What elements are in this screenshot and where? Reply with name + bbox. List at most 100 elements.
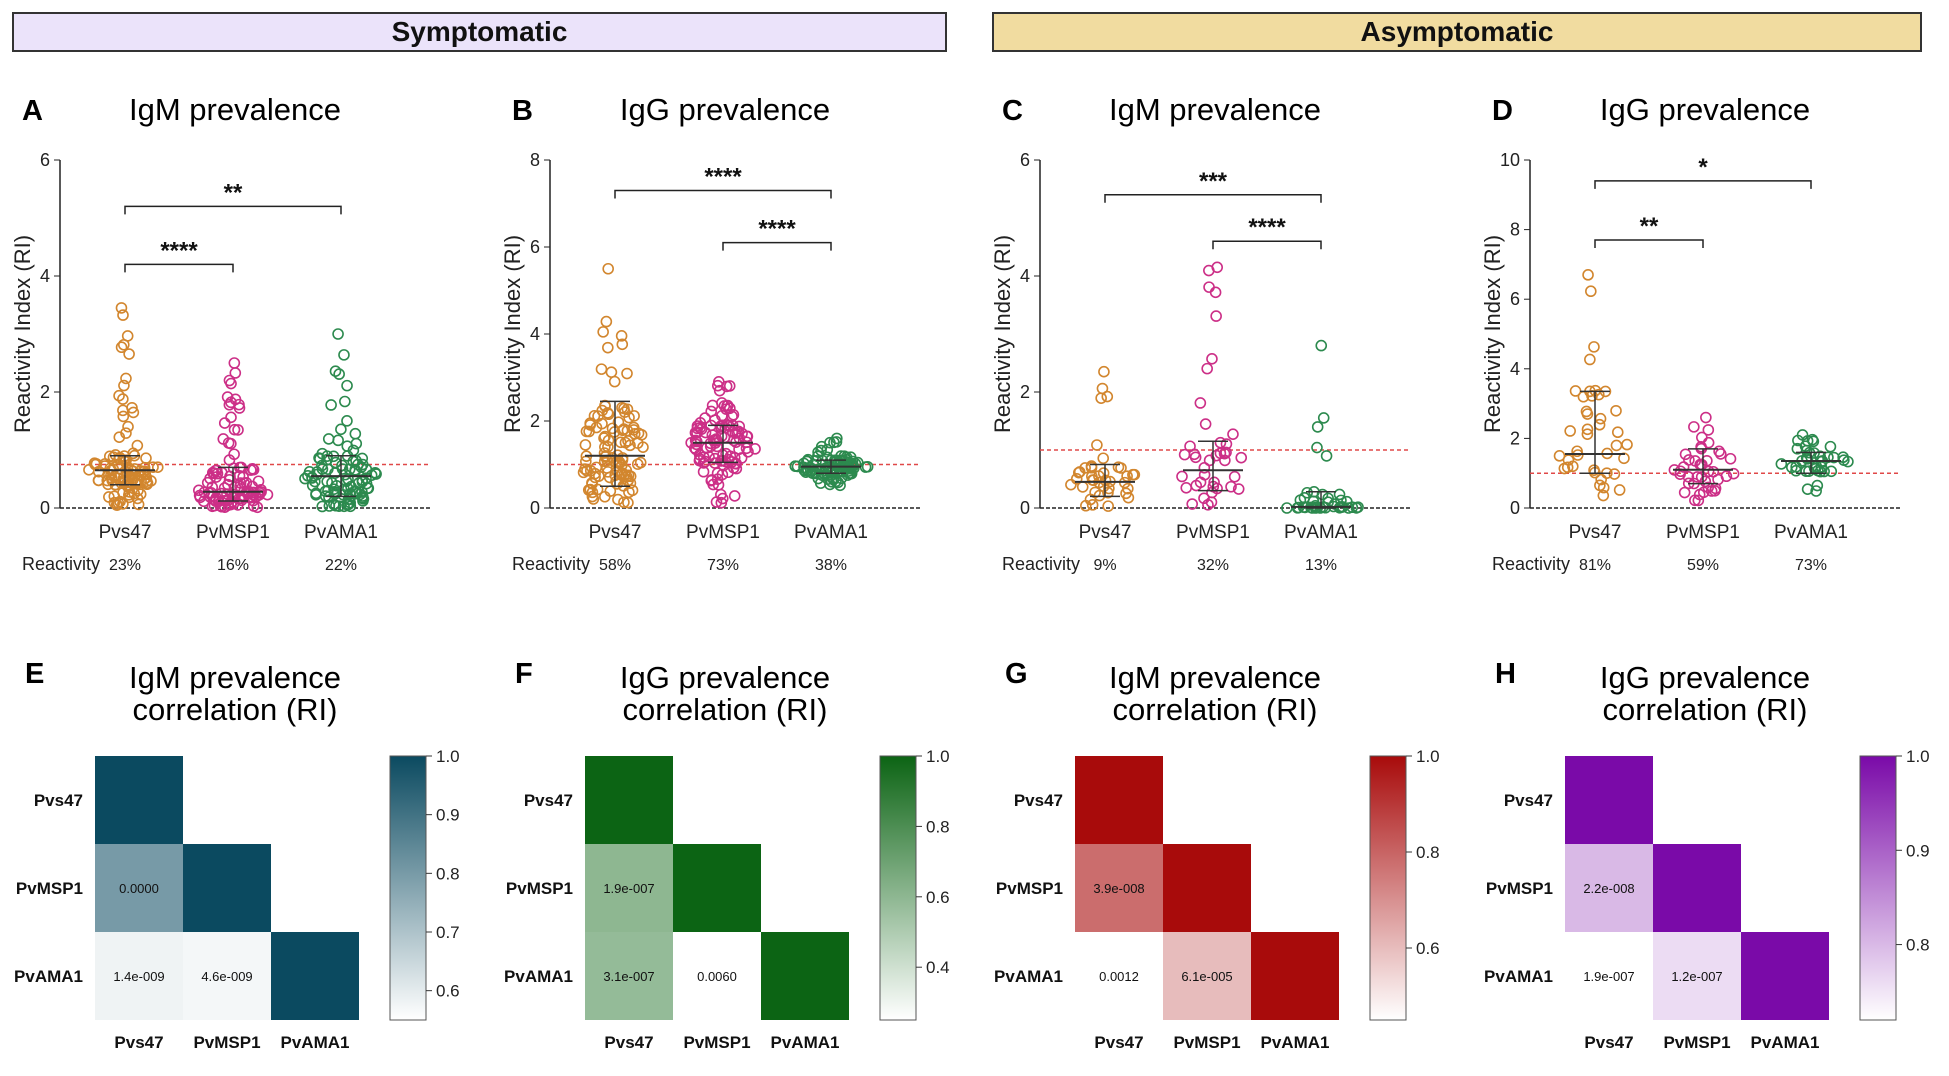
data-point: [1232, 483, 1245, 495]
data-point: [1291, 502, 1304, 514]
data-point: [341, 415, 353, 427]
data-point: [602, 408, 615, 421]
reactivity-value: 73%: [707, 557, 739, 574]
data-point: [120, 372, 132, 385]
colorbar-tick-label: 0.9: [1906, 841, 1930, 860]
x-tick-label: PvMSP1: [1666, 522, 1740, 543]
data-point: [344, 493, 356, 506]
data-point: [299, 472, 311, 485]
data-point: [1814, 465, 1827, 478]
data-point: [1800, 444, 1813, 457]
p-value-label: 0.0000: [119, 881, 159, 896]
significance-stars: ****: [704, 163, 742, 190]
p-value-label: 3.9e-008: [1093, 881, 1144, 896]
data-point: [1621, 438, 1633, 451]
data-point: [1702, 481, 1715, 494]
data-point: [118, 338, 130, 351]
y-tick-label: 6: [40, 150, 50, 170]
data-point: [1190, 479, 1203, 492]
panel-subtitle: correlation (RI): [1113, 692, 1318, 727]
reactivity-value: 23%: [109, 557, 141, 574]
data-point: [621, 424, 634, 437]
data-point: [1585, 285, 1597, 298]
data-point: [341, 440, 354, 452]
data-point: [1720, 470, 1733, 483]
data-point: [1613, 484, 1626, 496]
heatmap-cell: [1741, 932, 1829, 1020]
data-point: [112, 497, 125, 509]
data-point: [597, 326, 609, 338]
data-point: [1317, 412, 1330, 424]
data-point: [616, 401, 628, 414]
data-point: [1692, 494, 1705, 507]
data-point: [357, 495, 369, 507]
colorbar: [1369, 755, 1407, 1021]
data-point: [637, 441, 649, 453]
reactivity-value: 16%: [217, 557, 249, 574]
data-point: [1699, 475, 1712, 488]
panel-title: IgM prevalence: [1109, 660, 1321, 695]
data-point: [127, 406, 140, 419]
data-point: [1091, 439, 1103, 451]
data-point: [1595, 473, 1607, 486]
y-tick-label: 8: [530, 150, 540, 170]
data-point: [1707, 465, 1720, 478]
colorbar-tick-label: 1.0: [1906, 747, 1930, 766]
y-tick-label: 8: [1510, 220, 1520, 240]
colorbar-tick-label: 1.0: [1416, 747, 1440, 766]
data-point: [222, 437, 235, 449]
data-point: [1176, 470, 1188, 483]
data-point: [1198, 461, 1211, 474]
data-point: [336, 463, 349, 475]
p-value-label: 0.0012: [1099, 969, 1139, 984]
data-point: [203, 487, 215, 500]
reactivity-value: 9%: [1093, 557, 1116, 574]
data-point: [619, 436, 632, 449]
data-point: [730, 462, 743, 475]
data-point: [835, 450, 847, 462]
data-point: [117, 498, 129, 510]
data-point: [117, 410, 130, 423]
row-label: PvMSP1: [996, 879, 1063, 898]
data-point: [1709, 484, 1721, 497]
panel-letter: E: [25, 658, 44, 690]
data-point: [602, 434, 615, 447]
data-point: [1594, 412, 1607, 425]
column-label: PvAMA1: [771, 1033, 840, 1052]
data-point: [1235, 451, 1248, 464]
data-point: [621, 367, 633, 380]
x-tick-label: PvAMA1: [304, 522, 378, 543]
x-tick-label: PvAMA1: [1284, 522, 1358, 543]
data-point: [1203, 264, 1215, 277]
data-point: [584, 419, 597, 431]
data-point: [824, 436, 836, 449]
data-point: [322, 433, 335, 445]
data-point: [612, 493, 624, 506]
data-point: [123, 348, 135, 360]
y-tick-label: 4: [40, 266, 50, 286]
data-point: [632, 427, 645, 440]
row-label: PvAMA1: [504, 967, 573, 986]
data-point: [240, 476, 253, 489]
data-point: [580, 425, 593, 438]
data-point: [115, 341, 128, 354]
data-point: [90, 458, 103, 470]
data-point: [712, 379, 724, 392]
colorbar-tick-label: 0.6: [1416, 939, 1440, 958]
data-point: [140, 452, 152, 464]
data-point: [1311, 421, 1324, 433]
data-point: [1611, 426, 1624, 439]
data-point: [1214, 436, 1227, 449]
x-tick-label: Pvs47: [1569, 522, 1622, 543]
column-label: Pvs47: [1094, 1033, 1143, 1052]
data-point: [710, 434, 723, 447]
data-point: [1203, 281, 1215, 293]
heatmap-cell: [95, 844, 183, 932]
data-point: [612, 416, 625, 428]
data-point: [727, 408, 740, 421]
data-point: [126, 401, 138, 414]
significance-stars: ****: [758, 216, 796, 243]
data-point: [335, 423, 347, 436]
data-point: [325, 399, 337, 411]
